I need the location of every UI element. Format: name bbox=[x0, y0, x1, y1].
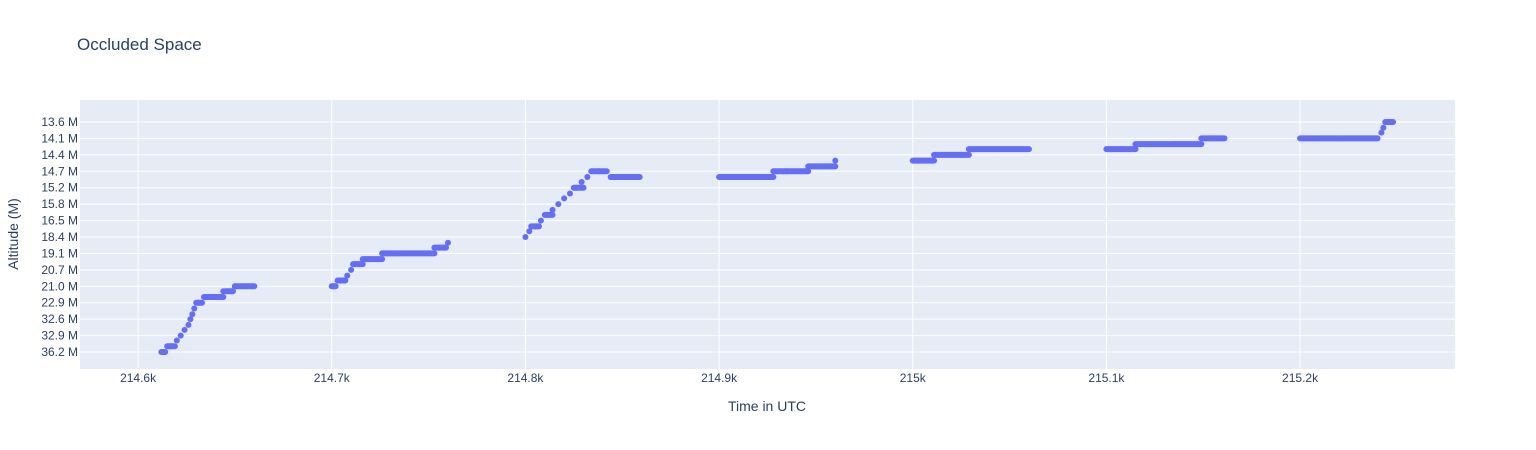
data-point bbox=[1380, 124, 1387, 131]
grid-lines bbox=[80, 100, 1455, 369]
data-point bbox=[444, 239, 451, 246]
x-tick-label: 214.6k bbox=[120, 371, 157, 385]
data-point bbox=[578, 178, 585, 185]
data-point bbox=[365, 256, 372, 263]
data-point bbox=[1118, 146, 1125, 153]
y-tick-label: 14.7 M bbox=[41, 164, 78, 178]
data-point bbox=[1335, 135, 1342, 142]
y-axis-title: Altitude (M) bbox=[5, 198, 21, 270]
x-axis-title: Time in UTC bbox=[728, 398, 806, 414]
plot-background bbox=[80, 100, 1455, 369]
data-point bbox=[929, 157, 936, 164]
data-point bbox=[168, 343, 175, 350]
data-point bbox=[394, 250, 401, 257]
x-tick-label: 215.2k bbox=[1282, 371, 1319, 385]
data-point bbox=[1378, 129, 1385, 136]
data-point bbox=[187, 316, 194, 323]
x-tick-label: 215.1k bbox=[1088, 371, 1125, 385]
data-point bbox=[1386, 119, 1393, 125]
y-tick-label: 36.2 M bbox=[41, 345, 78, 359]
data-point bbox=[555, 201, 562, 208]
data-point bbox=[160, 349, 167, 355]
data-point bbox=[435, 244, 442, 251]
data-point bbox=[522, 234, 529, 240]
y-tick-label: 14.4 M bbox=[41, 148, 78, 162]
data-point bbox=[572, 184, 579, 191]
x-tick-label: 214.7k bbox=[314, 371, 351, 385]
data-point bbox=[220, 288, 227, 295]
data-point bbox=[537, 217, 544, 224]
data-point bbox=[596, 168, 603, 175]
data-point bbox=[185, 321, 192, 328]
data-point bbox=[348, 266, 355, 273]
y-tick-label: 16.5 M bbox=[41, 214, 78, 228]
x-tick-label: 214.9k bbox=[701, 371, 738, 385]
data-point bbox=[958, 151, 965, 158]
chart-title: Occluded Space bbox=[77, 35, 202, 54]
y-tick-label: 21.0 M bbox=[41, 279, 78, 293]
y-tick-label: 14.1 M bbox=[41, 131, 78, 145]
data-point bbox=[584, 174, 591, 181]
data-point bbox=[532, 223, 539, 230]
x-tick-label: 214.8k bbox=[507, 371, 544, 385]
data-point bbox=[549, 206, 556, 213]
data-point bbox=[832, 157, 839, 164]
data-point bbox=[231, 283, 238, 290]
data-point bbox=[561, 195, 568, 202]
x-axis-ticks: 214.6k 214.7k 214.8k 214.9k 215k 215.1k 215.2k bbox=[120, 371, 1319, 385]
data-point bbox=[783, 168, 790, 175]
data-point bbox=[543, 211, 550, 218]
data-point bbox=[526, 228, 533, 235]
data-point bbox=[189, 311, 196, 318]
y-tick-label: 18.4 M bbox=[41, 230, 78, 244]
data-point bbox=[195, 299, 202, 306]
data-point bbox=[743, 174, 750, 181]
data-point bbox=[1171, 141, 1178, 148]
data-point bbox=[996, 146, 1003, 153]
x-tick-label: 215k bbox=[900, 371, 927, 385]
y-axis-ticks: 36.2 M 32.9 M 32.6 M 22.9 M 21.0 M 20.7 M 19.1… bbox=[41, 115, 78, 359]
y-tick-label: 32.9 M bbox=[41, 329, 78, 343]
y-tick-label: 13.6 M bbox=[41, 115, 78, 129]
data-point bbox=[1209, 135, 1216, 142]
scatter-series bbox=[158, 119, 1397, 355]
data-point bbox=[181, 326, 188, 333]
data-point bbox=[177, 332, 184, 339]
y-tick-label: 20.7 M bbox=[41, 263, 78, 277]
data-point bbox=[330, 283, 337, 290]
data-point bbox=[353, 261, 360, 268]
data-point bbox=[812, 163, 819, 170]
data-point bbox=[619, 174, 626, 181]
data-point bbox=[336, 277, 343, 284]
data-point bbox=[202, 293, 209, 300]
data-point bbox=[191, 305, 198, 312]
y-tick-label: 15.8 M bbox=[41, 197, 78, 211]
y-tick-label: 15.2 M bbox=[41, 181, 78, 195]
data-point bbox=[566, 190, 573, 197]
data-point bbox=[173, 337, 180, 344]
data-point bbox=[344, 272, 351, 279]
y-tick-label: 22.9 M bbox=[41, 296, 78, 310]
y-tick-label: 19.1 M bbox=[41, 246, 78, 260]
y-tick-label: 32.6 M bbox=[41, 312, 78, 326]
